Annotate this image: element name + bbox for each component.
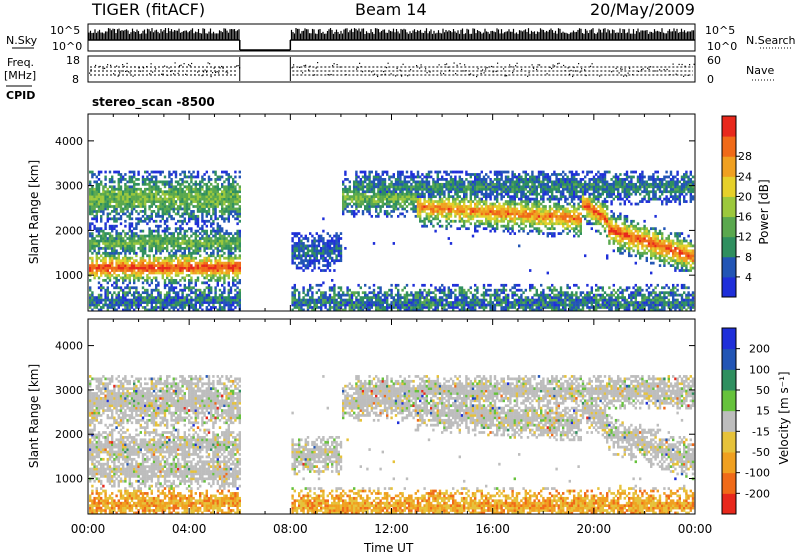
colorbar-segment: [722, 136, 736, 157]
nave-label: Nave: [746, 64, 774, 77]
y-tick-label: 2000: [55, 428, 83, 441]
x-tick-label: 12:00: [374, 522, 409, 536]
velocity-heatmap: [89, 375, 695, 515]
colorbar-segment: [722, 156, 736, 177]
colorbar-tick-label: 20: [738, 190, 752, 203]
colorbar-tick-label: 12: [738, 231, 752, 244]
colorbar-tick-label: 16: [738, 211, 752, 224]
freq-tick-low: 8: [72, 73, 79, 86]
colorbar-segment: [722, 493, 736, 515]
velocity-colorbar: -200 -100 -50 -15 15 50 100 200: [721, 327, 770, 515]
colorbar-segment: [722, 452, 736, 474]
colorbar-tick-label: 8: [745, 251, 752, 264]
colorbar-segment: [722, 176, 736, 197]
colorbar-segment: [722, 472, 736, 494]
colorbar-segment: [722, 328, 736, 350]
colorbar-tick-label: 4: [745, 271, 752, 284]
x-tick-label: 00:00: [678, 522, 713, 536]
colorbar-segment: [722, 276, 736, 298]
freq-tick-high: 18: [66, 54, 80, 67]
y-tick-label: 1000: [55, 269, 83, 282]
x-tick-label: 04:00: [172, 522, 207, 536]
y-tick-label: 2000: [55, 224, 83, 237]
colorbar-tick-label: 24: [738, 170, 752, 183]
y-tick-label: 3000: [55, 384, 83, 397]
y-tick-label: 4000: [55, 340, 83, 353]
colorbar-tick-label: 15: [756, 405, 770, 418]
power-heatmap: [89, 170, 695, 312]
colorbar-tick-label: 50: [756, 384, 770, 397]
beam-label: Beam 14: [355, 0, 427, 19]
colorbar-tick-label: 200: [749, 343, 770, 356]
colorbar-segment: [722, 369, 736, 391]
date-label: 20/May/2009: [590, 0, 695, 19]
velocity-panel: 1000 2000 3000 4000 Slant Range [km] -200 -1…: [27, 318, 791, 515]
noise-tick-low-left: 10^0: [52, 40, 82, 53]
colorbar-segment: [722, 390, 736, 412]
x-axis: 00:00 04:00 08:00 12:00 16:00 20:00 00:00: [71, 114, 713, 536]
power-colorbar-label: Power [dB]: [757, 179, 771, 244]
freq-panel: Freq. [MHz] 18 8 60 0 Nave CPID stereo_s…: [4, 54, 774, 110]
cpid-label: CPID: [6, 89, 35, 102]
nave-tick-low: 0: [707, 73, 714, 86]
x-axis-label: Time UT: [363, 541, 414, 554]
plot-title: TIGER (fitACF): [91, 0, 205, 19]
colorbar-tick-label: -50: [752, 446, 770, 459]
colorbar-segment: [722, 410, 736, 432]
freq-panel-frame: [87, 55, 696, 83]
power-ylabel: Slant Range [km]: [27, 160, 41, 264]
colorbar-tick-label: -200: [745, 487, 770, 500]
colorbar-segment: [722, 116, 736, 137]
nave-tick-high: 60: [707, 54, 721, 67]
colorbar-tick-label: 100: [749, 363, 770, 376]
colorbar-segment: [722, 348, 736, 370]
y-tick-label: 3000: [55, 180, 83, 193]
colorbar-segment: [722, 236, 736, 258]
colorbar-tick-label: 28: [738, 150, 752, 163]
colorbar-segment: [722, 256, 736, 278]
x-tick-label: 08:00: [273, 522, 308, 536]
colorbar-segment: [722, 431, 736, 453]
cpid-value: stereo_scan -8500: [92, 95, 215, 110]
power-panel: 1000 2000 3000 4000 Slant Range [km] 4 8 12 16…: [27, 113, 771, 312]
colorbar-segment: [722, 216, 736, 238]
velocity-ylabel: Slant Range [km]: [27, 364, 41, 468]
x-tick-label: 16:00: [475, 522, 510, 536]
y-tick-label: 1000: [55, 473, 83, 486]
noise-tick-high-right: 10^5: [705, 24, 735, 37]
noise-tick-high-left: 10^5: [50, 24, 80, 37]
nsearch-label: N.Search: [746, 34, 796, 47]
nsky-label: N.Sky: [6, 34, 38, 47]
velocity-colorbar-label: Velocity [m s⁻¹]: [777, 371, 791, 464]
y-tick-label: 4000: [55, 135, 83, 148]
noise-tick-low-right: 10^0: [707, 40, 737, 53]
freq-label: Freq.: [7, 56, 34, 69]
colorbar-tick-label: -15: [752, 425, 770, 438]
freq-unit-label: [MHz]: [4, 69, 36, 82]
noise-panel: N.Sky 10^5 10^0 10^5 10^0 N.Search: [6, 23, 796, 53]
x-tick-label: 20:00: [577, 522, 612, 536]
colorbar-tick-label: -100: [745, 467, 770, 480]
x-tick-label: 00:00: [71, 522, 106, 536]
power-colorbar: 4 8 12 16 20 24 28: [721, 115, 752, 298]
noise-panel-frame: [87, 23, 696, 52]
colorbar-segment: [722, 196, 736, 218]
